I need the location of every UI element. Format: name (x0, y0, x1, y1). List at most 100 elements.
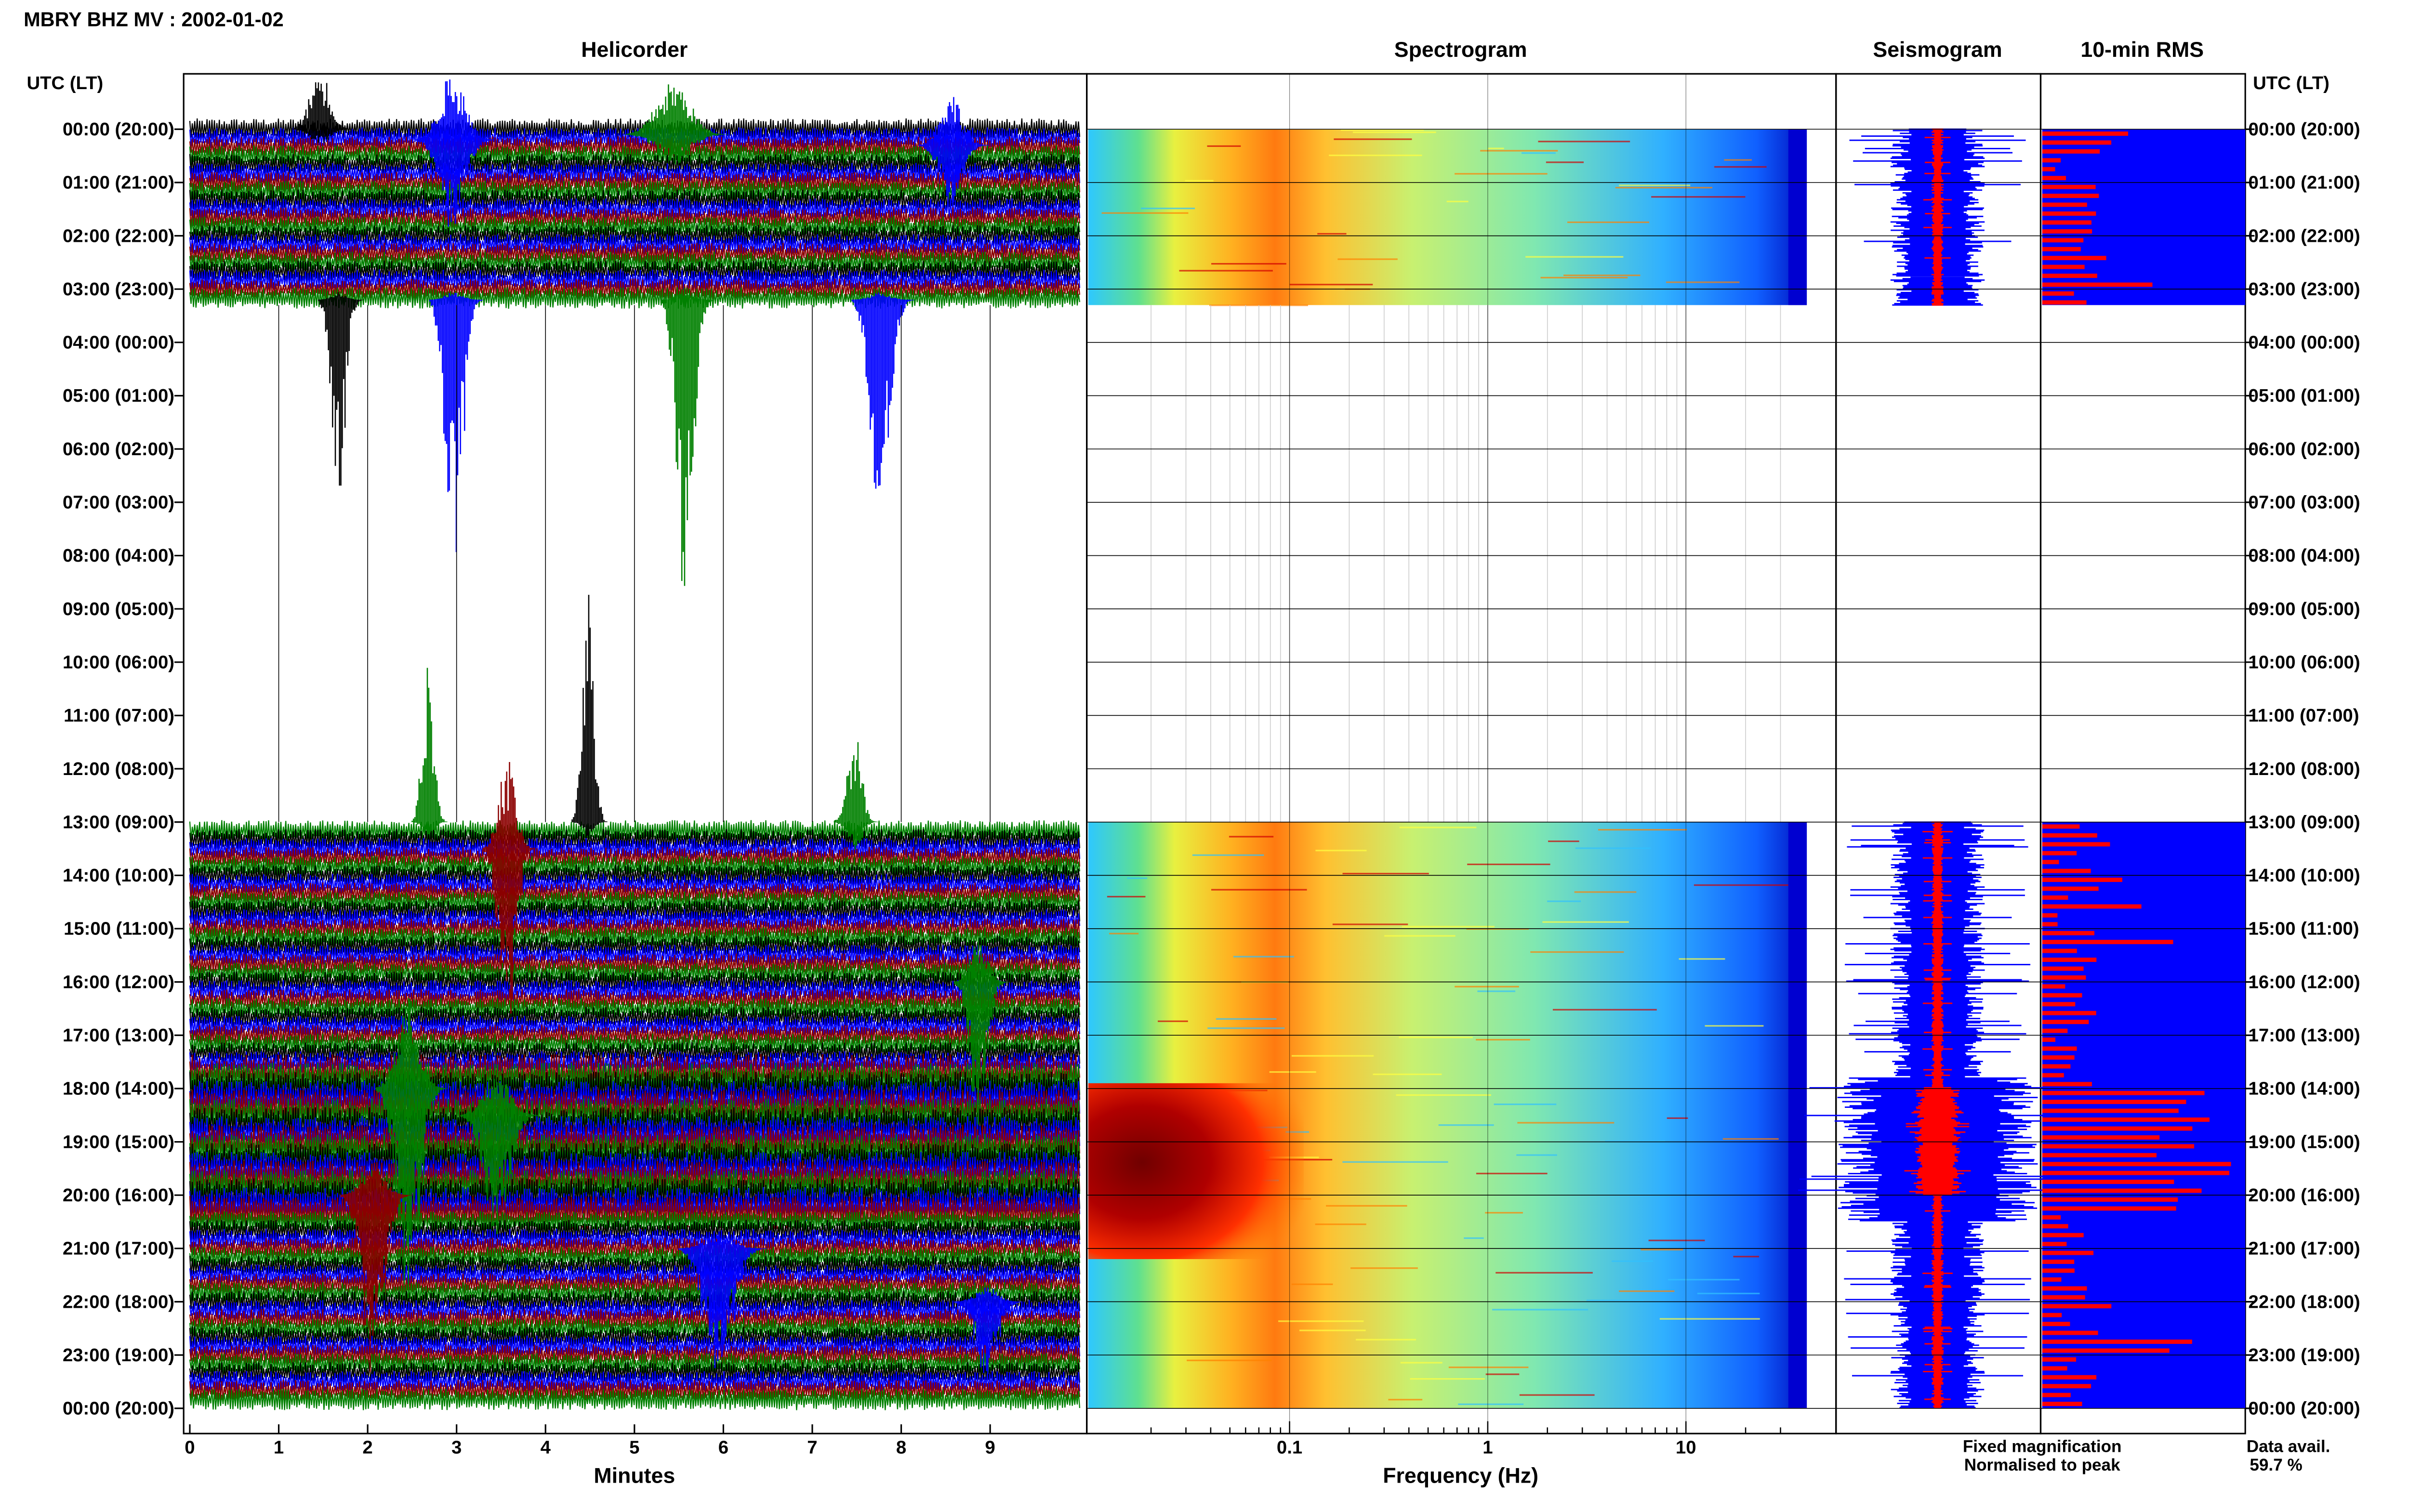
helicorder-event (340, 1169, 412, 1372)
rms-bar (2042, 1028, 2068, 1033)
figure-title: MBRY BHZ MV : 2002-01-02 (24, 8, 284, 30)
helicorder-minute-lines (278, 305, 991, 822)
rms-bar (2042, 291, 2074, 296)
data-avail-value: 59.7 % (2250, 1456, 2302, 1474)
helicorder-trace (189, 1309, 1081, 1330)
spectrogram-streak (1724, 159, 1752, 161)
spectrogram-streak (1141, 208, 1195, 210)
seismogram-traces (1798, 128, 2078, 1408)
rms-bar (2042, 1322, 2070, 1327)
utc-label-right: UTC (LT) (2253, 73, 2330, 93)
spectrogram-streak (1229, 836, 1274, 838)
helicorder-trace (189, 1220, 1081, 1242)
time-label-right: 06:00 (02:00) (2249, 439, 2360, 460)
time-label-left: 10:00 (06:00) (63, 652, 174, 672)
spectrogram-title: Spectrogram (1394, 38, 1527, 62)
rms-bar (2042, 1260, 2075, 1264)
helicorder-trace (189, 980, 1081, 1002)
spectrogram-streak (1101, 212, 1189, 214)
helicorder-trace (189, 278, 1081, 300)
rms-bar (2042, 1144, 2195, 1149)
time-label-left: 09:00 (05:00) (63, 599, 174, 619)
spectrogram-image (1088, 74, 1807, 1434)
time-axis-right: 00:00 (20:00) 01:00 (21:00) 02:00 (22:00) 0… (2249, 119, 2360, 1419)
spectrogram-streak (1485, 1212, 1523, 1214)
spectrogram-high-freq (1788, 129, 1807, 305)
rms-bar (2042, 1091, 2205, 1095)
helicorder-event (429, 293, 483, 552)
helicorder-trace (189, 1042, 1081, 1064)
rms-bar (2042, 1375, 2097, 1380)
helicorder-trace (189, 1237, 1081, 1260)
rms-bar (2042, 149, 2100, 154)
time-label-right: 11:00 (07:00) (2249, 705, 2359, 726)
helicorder-trace (189, 1282, 1081, 1304)
spectrogram-streak (1659, 1318, 1760, 1320)
helicorder-event (834, 742, 880, 850)
rms-bar (2042, 1188, 2202, 1193)
time-label-right: 13:00 (09:00) (2249, 812, 2360, 832)
spectrogram-streak (1455, 986, 1519, 987)
spectrogram-streak (1612, 1260, 1653, 1262)
spectrogram-streak (1733, 1256, 1760, 1258)
time-axis-left: 00:00 (20:00) 01:00 (21:00) 02:00 (22:00) 0… (63, 119, 174, 1419)
spectrogram-streak (1485, 1373, 1520, 1375)
helicorder-trace (189, 163, 1081, 184)
rms-bar (2042, 256, 2106, 261)
helicorder-trace (189, 971, 1081, 993)
time-label-right: 09:00 (05:00) (2249, 599, 2360, 619)
legend-fixed-magnification: Fixed magnification (1963, 1437, 2122, 1456)
helicorder-trace (189, 820, 1081, 842)
spectrogram-streak (1548, 840, 1579, 842)
helicorder-event (318, 292, 364, 486)
spectrogram-streak (1352, 131, 1436, 133)
spectrogram-streak (1517, 1122, 1615, 1124)
spectrogram-x-tick-label: 1 (1482, 1437, 1493, 1458)
rms-bar (2042, 158, 2061, 163)
time-label-left: 12:00 (08:00) (63, 759, 174, 779)
spectrogram-streak (1289, 284, 1373, 286)
rms-bar (2042, 1384, 2091, 1389)
spectrogram-streak (1563, 275, 1641, 276)
time-label-right: 03:00 (23:00) (2249, 279, 2360, 300)
rms-bar (2042, 184, 2096, 189)
spectrogram-streak (1216, 1018, 1277, 1020)
helicorder-trace (189, 269, 1081, 291)
spectrogram-streak (1334, 138, 1412, 140)
time-label-right: 20:00 (16:00) (2249, 1185, 2360, 1206)
helicorder-x-tick-label: 4 (541, 1437, 551, 1458)
helicorder-title: Helicorder (581, 38, 688, 62)
spectrogram-streak (1697, 1292, 1760, 1294)
helicorder-trace (189, 1353, 1081, 1375)
spectrogram-streak (1185, 180, 1214, 182)
spectrogram-streak (1317, 233, 1347, 235)
spectrogram-streak (1315, 850, 1367, 852)
helicorder-trace (189, 207, 1081, 229)
spectrogram-streak (1337, 258, 1398, 260)
rms-bar (2042, 1100, 2186, 1104)
rms-bars (2042, 129, 2246, 1408)
helicorder-trace (189, 1300, 1081, 1322)
rms-bar (2042, 958, 2097, 962)
data-avail-label: Data avail. (2247, 1437, 2330, 1456)
time-label-right: 08:00 (04:00) (2249, 545, 2360, 566)
rms-bar (2042, 1073, 2064, 1078)
helicorder-x-tick-label: 7 (807, 1437, 817, 1458)
rms-bar (2042, 282, 2153, 287)
spectrogram-streak (1299, 1329, 1366, 1331)
helicorder-trace (189, 1196, 1081, 1230)
spectrogram-high-freq (1788, 822, 1807, 1408)
rms-bar (2042, 1313, 2062, 1317)
helicorder-trace (189, 891, 1081, 913)
spectrogram-streak (1446, 200, 1469, 202)
helicorder-trace (189, 171, 1081, 194)
legend-normalised-to-peak: Normalised to peak (1964, 1456, 2120, 1474)
spectrogram-streak (1540, 276, 1628, 278)
helicorder-x-tick-label: 2 (362, 1437, 372, 1458)
rms-bar (2042, 1286, 2087, 1291)
helicorder-x-tick-label: 5 (629, 1437, 639, 1458)
rms-bar (2042, 1340, 2192, 1344)
time-label-left: 22:00 (18:00) (63, 1291, 174, 1312)
spectrogram-streak (1388, 1399, 1423, 1401)
